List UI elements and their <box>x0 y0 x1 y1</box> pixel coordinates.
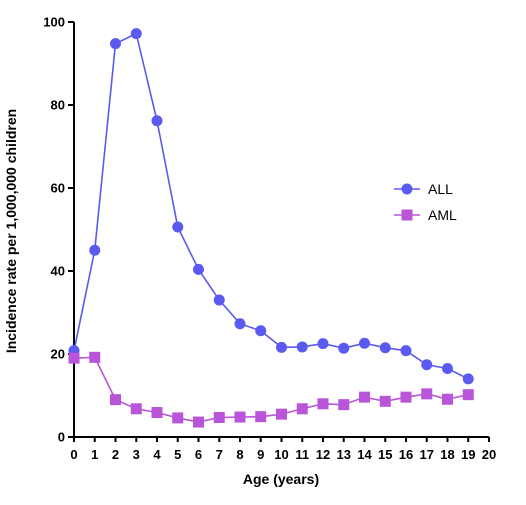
data-point-aml <box>255 411 267 423</box>
x-tick-label: 8 <box>236 447 243 462</box>
data-point-all <box>110 38 121 50</box>
data-point-aml <box>110 394 121 406</box>
y-tick-label: 0 <box>58 430 65 445</box>
x-tick-label: 4 <box>153 447 161 462</box>
x-tick-label: 10 <box>274 447 288 462</box>
x-tick-label: 14 <box>357 447 372 462</box>
data-point-aml <box>421 388 433 400</box>
y-tick-label: 60 <box>51 181 65 196</box>
data-point-aml <box>442 393 453 405</box>
data-point-all <box>213 294 225 306</box>
data-point-aml <box>193 416 204 428</box>
data-point-aml <box>379 395 391 407</box>
y-axis-label: Incidence rate per 1,000,000 children <box>3 109 19 353</box>
legend-marker-circle <box>401 183 413 195</box>
data-point-all <box>462 373 474 385</box>
data-point-all <box>359 337 370 349</box>
legend-item-all: ALL <box>394 181 453 197</box>
x-tick-label: 1 <box>91 447 98 462</box>
y-tick-label: 20 <box>51 347 65 362</box>
y-axis-ticks: 0 20 40 60 80 100 <box>43 15 74 445</box>
legend-marker-square <box>401 209 413 221</box>
x-tick-label: 20 <box>482 447 496 462</box>
data-point-aml <box>213 411 225 423</box>
x-tick-label: 15 <box>378 447 392 462</box>
x-tick-label: 9 <box>257 447 264 462</box>
data-point-all <box>296 341 308 353</box>
legend-label-all: ALL <box>428 181 453 197</box>
data-point-aml <box>276 408 287 420</box>
x-tick-label: 11 <box>295 447 309 462</box>
data-point-aml <box>462 389 474 401</box>
legend: ALL AML <box>394 181 457 223</box>
data-point-all <box>338 342 350 354</box>
data-point-all <box>276 341 287 353</box>
series-line-all <box>73 32 469 380</box>
x-tick-label: 5 <box>174 447 181 462</box>
data-point-aml <box>317 398 329 410</box>
data-point-all <box>317 338 329 350</box>
series-layer <box>68 28 474 428</box>
data-point-all <box>151 115 163 127</box>
x-tick-label: 16 <box>399 447 413 462</box>
data-point-all <box>89 244 101 256</box>
x-tick-label: 3 <box>133 447 140 462</box>
data-point-aml <box>172 412 184 424</box>
legend-label-aml: AML <box>428 207 457 223</box>
data-point-aml <box>296 403 308 415</box>
x-axis-label: Age (years) <box>243 471 319 487</box>
y-tick-label: 100 <box>43 15 65 30</box>
x-tick-label: 18 <box>440 447 454 462</box>
x-axis-ticks: 0 1 2 3 4 5 6 7 8 9 10 11 12 13 14 15 16 17 18 19 20 <box>70 437 496 462</box>
data-point-aml <box>338 399 350 411</box>
data-point-aml <box>68 352 80 364</box>
x-tick-label: 19 <box>461 447 475 462</box>
y-tick-label: 40 <box>51 264 65 279</box>
axes <box>73 22 489 438</box>
data-point-aml <box>89 351 101 363</box>
data-point-all <box>193 263 204 275</box>
data-point-all <box>172 221 184 233</box>
legend-item-aml: AML <box>394 207 457 223</box>
data-point-all <box>421 359 433 371</box>
x-tick-label: 7 <box>216 447 223 462</box>
data-point-aml <box>130 403 142 415</box>
x-tick-label: 13 <box>337 447 351 462</box>
data-point-all <box>442 363 453 375</box>
data-point-all <box>255 325 267 337</box>
x-tick-label: 6 <box>195 447 202 462</box>
data-point-aml <box>234 411 246 423</box>
data-point-aml <box>400 391 412 403</box>
x-tick-label: 12 <box>316 447 330 462</box>
x-tick-label: 2 <box>112 447 119 462</box>
data-point-all <box>234 318 246 330</box>
data-point-all <box>379 342 391 354</box>
x-tick-label: 17 <box>420 447 434 462</box>
y-tick-label: 80 <box>51 98 65 113</box>
data-point-aml <box>151 407 163 419</box>
data-point-aml <box>359 391 370 403</box>
data-point-all <box>400 345 412 357</box>
data-point-all <box>130 28 142 40</box>
x-tick-label: 0 <box>70 447 77 462</box>
